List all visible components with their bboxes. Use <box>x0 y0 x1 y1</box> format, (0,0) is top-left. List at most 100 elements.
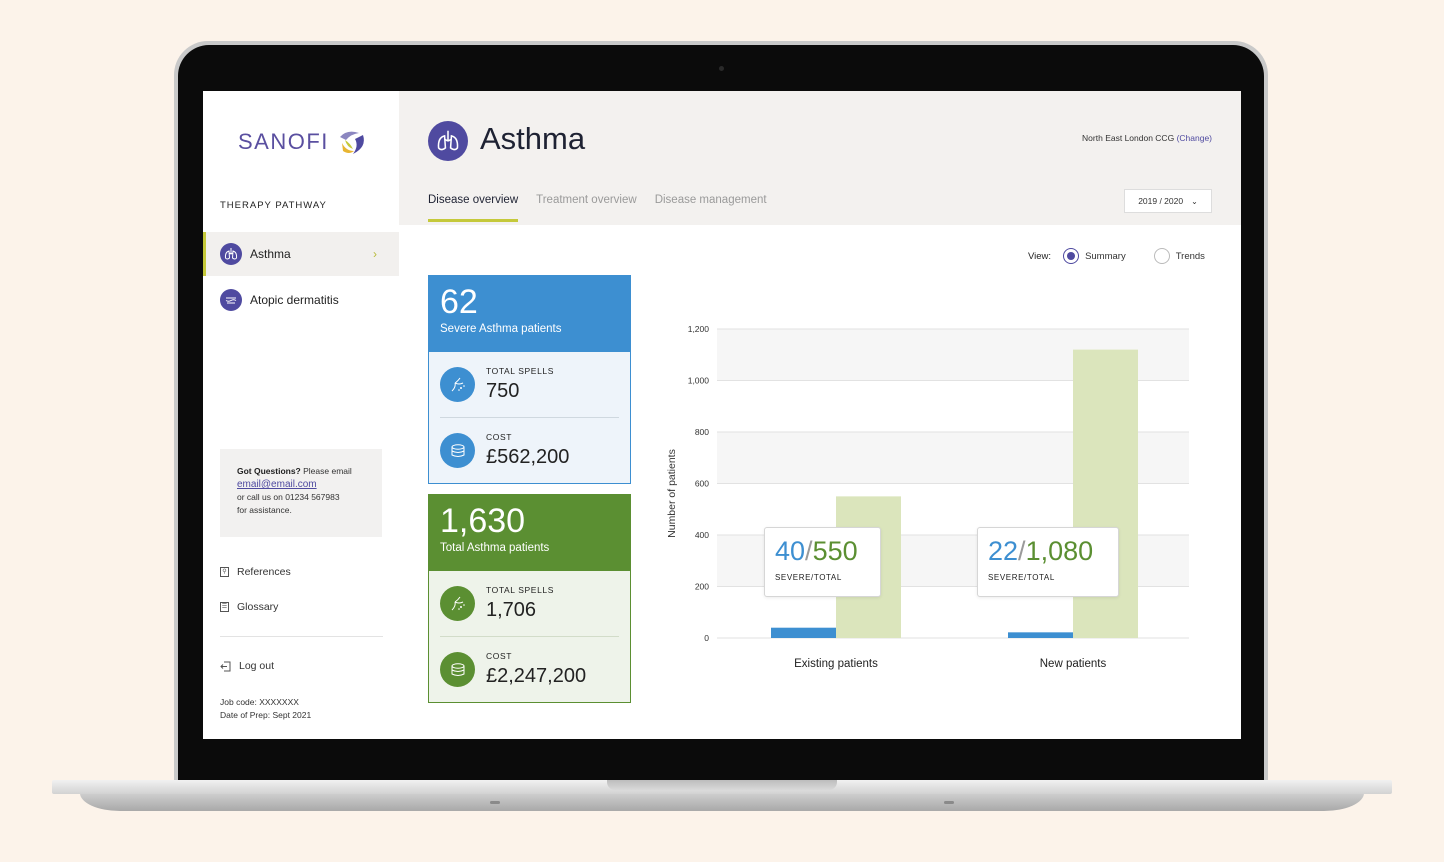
spells-value: 1,706 <box>486 599 537 621</box>
y-tick-label: 1,200 <box>688 324 710 334</box>
job-info: Job code: XXXXXXX Date of Prep: Sept 202… <box>220 696 311 721</box>
total-label: Total Asthma patients <box>440 542 550 554</box>
logout-link[interactable]: Log out <box>220 660 274 672</box>
date-of-prep: Date of Prep: Sept 2021 <box>220 709 312 720</box>
total-patients-card: 1,630 Total Asthma patients TOTAL SPELLS… <box>428 494 631 703</box>
y-axis-label: Number of patients <box>666 449 678 538</box>
card-header: 1,630 Total Asthma patients <box>429 495 630 571</box>
sidebar-divider <box>220 636 383 637</box>
y-tick-label: 200 <box>695 582 709 592</box>
severe-label: Severe Asthma patients <box>440 323 562 335</box>
help-email-link[interactable]: email@email.com <box>237 479 317 490</box>
app-screen: SANOFI THERAPY PATHWAY Asthma › Atopic d… <box>203 91 1241 739</box>
callout-slash: / <box>1018 536 1026 566</box>
cost-value: £2,247,200 <box>486 665 587 687</box>
summary-option-label[interactable]: Summary <box>1085 250 1126 262</box>
sanofi-logo[interactable]: SANOFI <box>238 127 367 157</box>
laptop-base-lower <box>80 793 1364 811</box>
y-tick-label: 600 <box>695 479 709 489</box>
cost-label: COST <box>486 651 513 661</box>
callout-slash: / <box>805 536 813 566</box>
job-code: Job code: XXXXXXX <box>220 697 299 707</box>
cost-row: COST £2,247,200 <box>440 636 619 702</box>
callout-existing: 40/550 SEVERE/TOTAL <box>764 527 881 597</box>
ccg-selector: North East London CCG (Change) <box>1082 133 1212 143</box>
severe-count: 62 <box>440 283 478 321</box>
view-toggle: View: Summary Trends <box>1028 248 1205 264</box>
chevron-down-icon: ⌄ <box>1191 196 1198 206</box>
spells-label: TOTAL SPELLS <box>486 366 554 376</box>
logout-icon <box>220 661 231 671</box>
callout-caption: SEVERE/TOTAL <box>775 573 842 582</box>
help-lead: Got Questions? <box>237 466 301 476</box>
callout-severe: 40 <box>775 536 806 566</box>
year-select[interactable]: 2019 / 2020 ⌄ <box>1124 189 1212 213</box>
y-tick-label: 0 <box>704 633 709 643</box>
x-category-label: New patients <box>1040 658 1107 670</box>
help-box: Got Questions? Please email email@email.… <box>220 449 382 537</box>
glossary-label: Glossary <box>237 601 279 613</box>
y-tick-label: 400 <box>695 530 709 540</box>
callout-new: 22/1,080 SEVERE/TOTAL <box>977 527 1119 597</box>
sidebar-item-atopic-dermatitis[interactable]: Atopic dermatitis <box>203 278 399 322</box>
sidebar-item-asthma[interactable]: Asthma › <box>203 232 399 276</box>
laptop-notch <box>607 780 837 790</box>
section-label: THERAPY PATHWAY <box>220 200 327 211</box>
x-category-label: Existing patients <box>794 658 878 670</box>
callout-total: 550 <box>812 536 858 566</box>
year-value: 2019 / 2020 <box>1138 196 1184 206</box>
callout-fraction: 40/550 <box>775 536 870 566</box>
references-link[interactable]: ⚲ References <box>220 566 291 578</box>
page-title: Asthma <box>480 121 586 156</box>
spells-row: TOTAL SPELLS 750 <box>440 352 619 417</box>
glossary-icon: ☰ <box>220 602 229 612</box>
view-label: View: <box>1028 250 1052 262</box>
references-label: References <box>237 566 291 578</box>
spells-label: TOTAL SPELLS <box>486 585 554 595</box>
logo-text: SANOFI <box>238 129 329 154</box>
glossary-link[interactable]: ☰ Glossary <box>220 601 278 613</box>
card-header: 62 Severe Asthma patients <box>429 276 630 352</box>
sidebar: SANOFI THERAPY PATHWAY Asthma › Atopic d… <box>203 91 399 739</box>
airway-icon <box>440 586 475 621</box>
callout-caption: SEVERE/TOTAL <box>988 573 1055 582</box>
laptop-foot <box>490 801 500 804</box>
y-tick-label: 1,000 <box>688 376 710 386</box>
severe-patients-card: 62 Severe Asthma patients TOTAL SPELLS 7… <box>428 275 631 484</box>
cost-value: £562,200 <box>486 446 570 468</box>
coins-icon <box>440 652 475 687</box>
spells-row: TOTAL SPELLS 1,706 <box>440 571 619 636</box>
change-ccg-link[interactable]: (Change) <box>1176 133 1212 143</box>
camera-dot <box>719 66 724 71</box>
airway-icon <box>440 367 475 402</box>
bar <box>771 627 836 638</box>
cost-label: COST <box>486 432 513 442</box>
patients-bar-chart: 0 200 400 600 800 1,000 1,200 Number of patient… <box>661 291 1201 681</box>
chevron-right-icon: › <box>373 247 377 261</box>
ccg-name: North East London CCG <box>1082 133 1175 143</box>
tab-disease-management[interactable]: Disease management <box>654 194 767 206</box>
card-body: TOTAL SPELLS 750 COST £562,200 <box>429 352 630 483</box>
lungs-icon <box>220 243 242 265</box>
tab-treatment-overview[interactable]: Treatment overview <box>536 194 637 206</box>
bar <box>1008 632 1073 638</box>
cost-row: COST £562,200 <box>440 417 619 483</box>
tab-disease-overview[interactable]: Disease overview <box>428 194 519 222</box>
callout-total: 1,080 <box>1025 536 1094 566</box>
trends-option-label[interactable]: Trends <box>1175 250 1205 262</box>
callout-severe: 22 <box>988 536 1019 566</box>
spells-value: 750 <box>486 380 520 402</box>
coins-icon <box>440 433 475 468</box>
total-count: 1,630 <box>440 502 526 540</box>
logout-label: Log out <box>239 660 275 672</box>
main-header: Asthma North East London CCG (Change) Di… <box>399 91 1241 225</box>
help-text-3: for assistance. <box>237 505 292 515</box>
skin-icon <box>220 289 242 311</box>
sidebar-item-label: Atopic dermatitis <box>250 293 339 307</box>
references-icon: ⚲ <box>220 567 229 577</box>
trends-radio[interactable] <box>1153 248 1170 264</box>
sidebar-item-label: Asthma <box>250 247 291 261</box>
summary-radio[interactable] <box>1063 248 1080 264</box>
tabs: Disease overview Treatment overview Dise… <box>428 194 767 222</box>
laptop-foot <box>944 801 954 804</box>
